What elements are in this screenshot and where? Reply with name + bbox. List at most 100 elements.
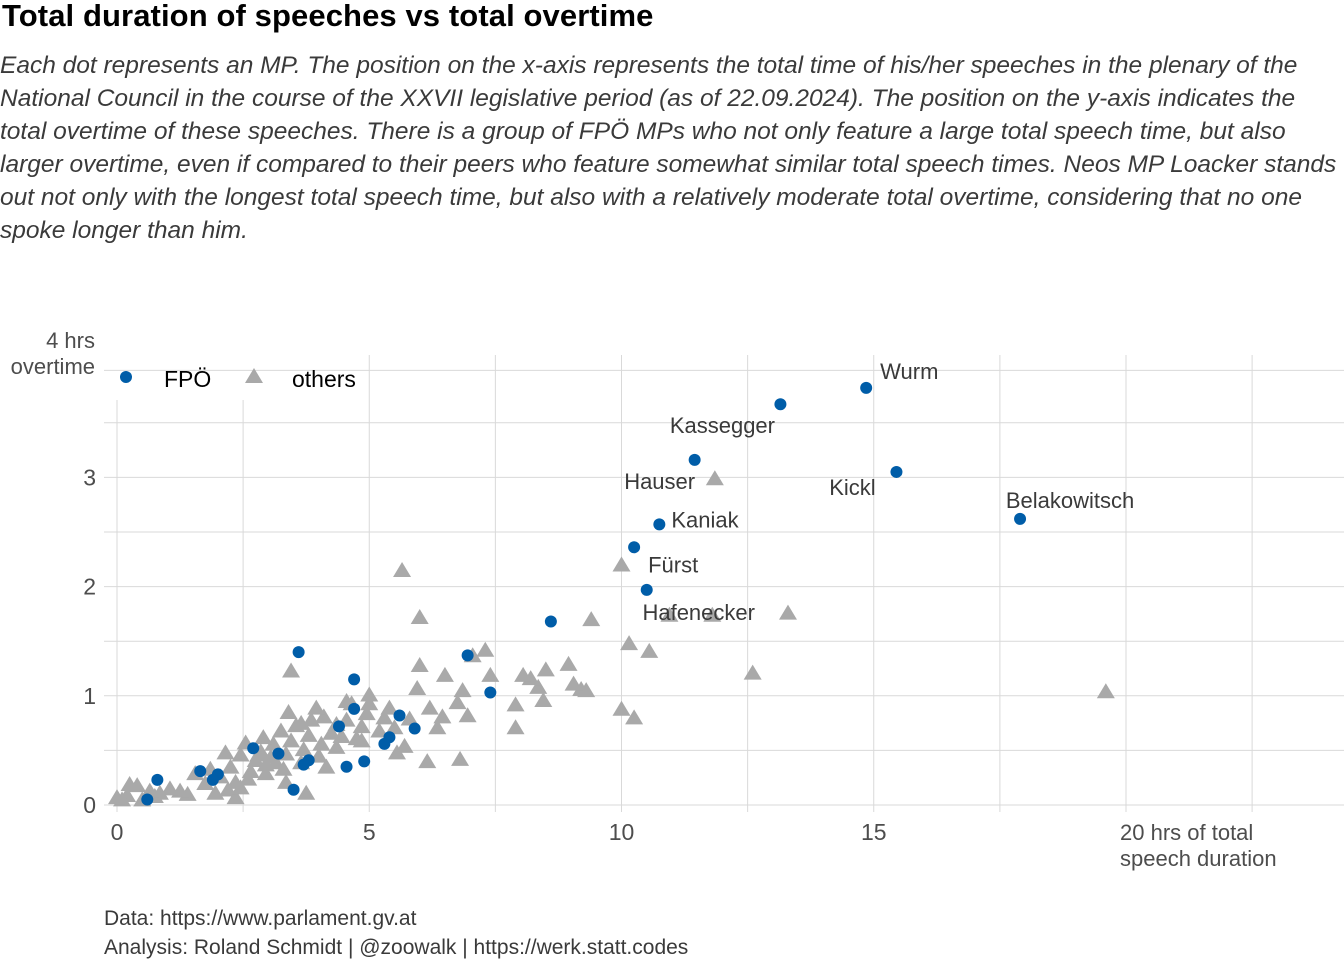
fpo-point-5 xyxy=(653,518,666,531)
others-point-5 xyxy=(660,606,679,622)
others-point-77 xyxy=(221,758,240,774)
others-point-40 xyxy=(451,750,470,766)
fpo-point-14 xyxy=(393,709,406,722)
caption-data-source: Data: https://www.parlament.gv.at xyxy=(104,907,417,930)
y-axis-title-line1: 4 hrs xyxy=(46,328,95,353)
point-label-hauser: Hauser xyxy=(624,469,695,494)
others-point-28 xyxy=(453,682,472,698)
others-point-96 xyxy=(108,789,126,805)
others-point-56 xyxy=(307,699,326,715)
others-point-30 xyxy=(448,694,467,710)
others-point-33 xyxy=(428,719,447,735)
others-point-6 xyxy=(620,635,639,651)
others-point-0 xyxy=(393,562,412,578)
point-label-kaniak: Kaniak xyxy=(671,507,739,532)
x-tick-label-5: 5 xyxy=(363,819,376,845)
legend-others-label: others xyxy=(292,366,356,392)
others-point-57 xyxy=(302,711,321,727)
y-tick-label-3: 3 xyxy=(83,464,96,490)
fpo-point-10 xyxy=(461,649,474,662)
fpo-point-8 xyxy=(544,615,557,628)
others-point-44 xyxy=(360,686,379,702)
others-point-78 xyxy=(218,781,237,797)
x-axis-title-line1: 20 hrs of total xyxy=(1120,820,1253,845)
others-point-21 xyxy=(514,666,533,682)
others-point-9 xyxy=(1096,683,1115,699)
others-point-101 xyxy=(370,722,389,738)
caption-analysis-credit: Analysis: Roland Schmidt | @zoowalk | ht… xyxy=(104,936,689,959)
fpo-point-3 xyxy=(890,465,903,478)
x-tick-label-10: 10 xyxy=(609,819,635,845)
others-point-10 xyxy=(582,611,601,627)
fpo-point-4 xyxy=(1014,512,1027,525)
others-point-66 xyxy=(271,722,290,738)
fpo-point-13 xyxy=(348,702,361,715)
others-point-108 xyxy=(256,765,275,781)
fpo-point-29 xyxy=(141,793,154,806)
tick-labels: 0 5 10 15 0 1 2 3 xyxy=(83,464,886,845)
others-point-39 xyxy=(395,737,414,753)
others-point-93 xyxy=(120,776,139,792)
others-point-103 xyxy=(360,695,379,711)
x-tick-label-15: 15 xyxy=(861,819,887,845)
fpo-point-11 xyxy=(292,646,305,659)
others-point-19 xyxy=(529,678,548,694)
fpo-series xyxy=(141,381,1027,806)
fpo-point-30 xyxy=(287,783,300,796)
y-tick-label-2: 2 xyxy=(83,574,96,600)
others-series xyxy=(108,470,1115,807)
others-point-7 xyxy=(640,642,659,658)
point-label-kassegger: Kassegger xyxy=(670,413,775,438)
y-tick-label-1: 1 xyxy=(83,683,96,709)
others-point-37 xyxy=(408,679,427,695)
others-point-83 xyxy=(196,774,215,790)
others-point-31 xyxy=(435,666,454,682)
others-point-106 xyxy=(226,789,245,805)
point-labels: Wurm Kassegger Hauser Kickl Belakowitsch Kani… xyxy=(624,359,1134,625)
others-point-97 xyxy=(282,662,301,678)
point-label-kickl: Kickl xyxy=(829,475,875,500)
legend-fpo-marker xyxy=(120,371,132,383)
others-point-58 xyxy=(299,726,318,742)
others-point-104 xyxy=(317,758,336,774)
point-label-f-rst: Fürst xyxy=(648,552,698,577)
legend-others-marker xyxy=(245,368,263,383)
scatter-plot: FPÖ others 4 hrs overtime 20 hrs of tota… xyxy=(11,328,1344,871)
others-point-13 xyxy=(625,709,644,725)
others-point-22 xyxy=(506,696,525,712)
others-point-45 xyxy=(357,705,376,721)
others-point-110 xyxy=(239,770,258,786)
others-point-81 xyxy=(206,784,225,800)
others-point-61 xyxy=(287,717,306,733)
fpo-point-15 xyxy=(332,720,345,733)
others-point-90 xyxy=(140,782,159,798)
others-point-75 xyxy=(231,746,250,762)
others-point-112 xyxy=(266,754,285,770)
y-tick-label-0: 0 xyxy=(83,792,96,818)
x-axis-title-line2: speech duration xyxy=(1120,846,1277,871)
fpo-point-18 xyxy=(378,737,391,750)
others-point-102 xyxy=(387,744,406,760)
fpo-point-16 xyxy=(408,722,421,735)
fpo-point-2 xyxy=(688,453,701,466)
others-point-113 xyxy=(249,746,268,762)
fpo-point-19 xyxy=(358,755,371,768)
others-point-46 xyxy=(352,718,371,734)
others-point-53 xyxy=(314,708,333,724)
others-point-70 xyxy=(254,729,273,745)
others-point-12 xyxy=(612,700,631,716)
fpo-point-12 xyxy=(348,673,361,686)
others-point-79 xyxy=(216,744,235,760)
legend-fpo-label: FPÖ xyxy=(164,366,211,392)
others-point-36 xyxy=(410,657,429,673)
others-point-23 xyxy=(506,719,525,735)
point-label-hafenecker: Hafenecker xyxy=(642,600,755,625)
others-point-62 xyxy=(282,732,301,748)
others-point-51 xyxy=(327,738,346,754)
others-point-29 xyxy=(458,707,477,723)
others-point-1 xyxy=(612,556,631,572)
others-point-111 xyxy=(231,779,250,795)
fpo-point-27 xyxy=(206,773,219,786)
others-point-35 xyxy=(418,753,437,769)
others-point-67 xyxy=(264,735,283,751)
